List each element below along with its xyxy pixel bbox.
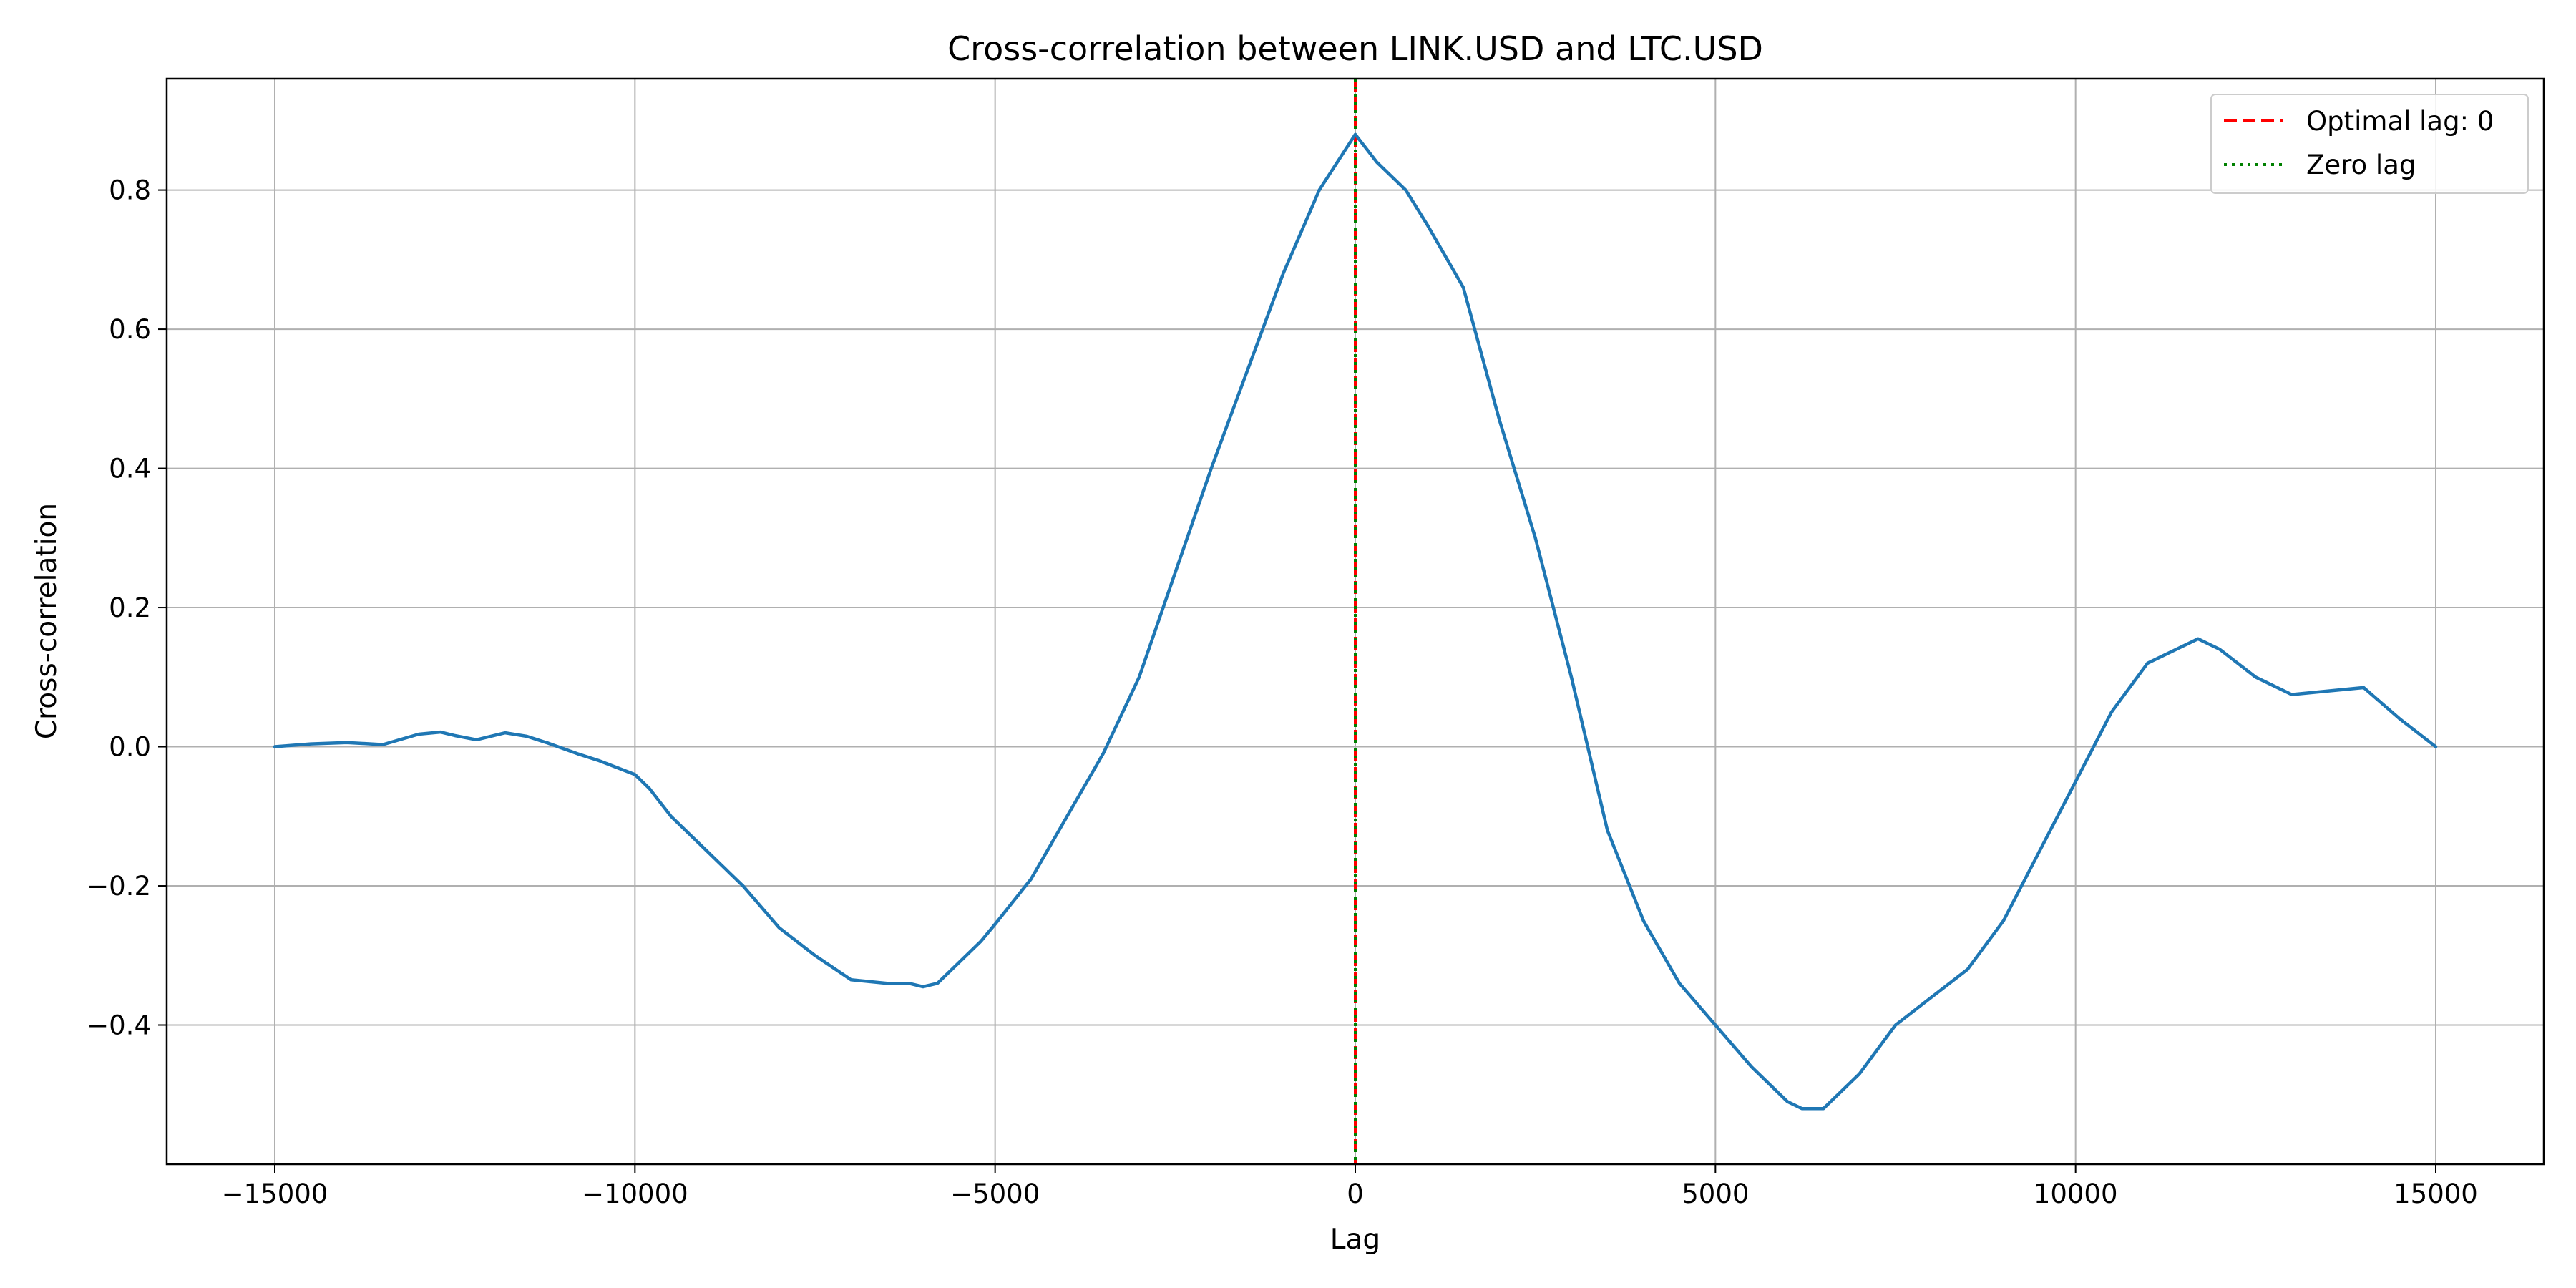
legend-box	[2210, 94, 2529, 194]
y-tick-label: 0.6	[109, 314, 151, 345]
x-tick-label: 15000	[2394, 1179, 2478, 1209]
y-axis-label: Cross-correlation	[31, 503, 63, 739]
x-tick-label: 10000	[2034, 1179, 2118, 1209]
x-tick-label: 5000	[1682, 1179, 1749, 1209]
x-axis-label: Lag	[1330, 1224, 1380, 1256]
y-tick-label: 0.8	[109, 175, 151, 206]
x-tick-label: −5000	[950, 1179, 1040, 1209]
y-tick-label: 0.2	[109, 592, 151, 623]
chart-title: Cross-correlation between LINK.USD and L…	[947, 29, 1763, 68]
y-tick-label: −0.2	[87, 871, 151, 902]
series-group	[273, 132, 2438, 1111]
y-tick-label: −0.4	[87, 1010, 151, 1041]
cross-correlation-line	[273, 132, 2438, 1111]
legend-zero-lag-label: Zero lag	[2306, 150, 2416, 180]
legend: Optimal lag: 0 Zero lag	[2210, 94, 2529, 194]
y-tick-label: 0.0	[109, 732, 151, 763]
x-tick-label: 0	[1347, 1179, 1364, 1209]
legend-optimal-lag-label: Optimal lag: 0	[2306, 106, 2494, 137]
x-tick-label: −15000	[222, 1179, 328, 1209]
y-tick-label: 0.4	[109, 454, 151, 484]
x-tick-label: −10000	[582, 1179, 688, 1209]
x-tick-group: −15000 −10000 −5000 0 5000 10000 15000	[222, 1164, 2478, 1209]
y-tick-group: −0.4 −0.2 0.0 0.2 0.4 0.6 0.8	[87, 175, 167, 1041]
